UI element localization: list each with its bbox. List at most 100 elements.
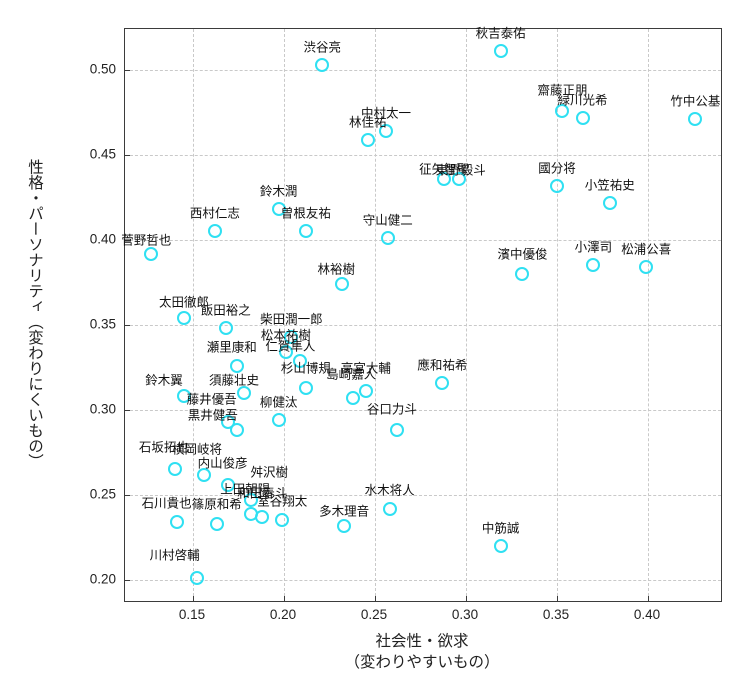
point-label: 秋吉泰佑 — [475, 26, 526, 41]
data-point — [360, 132, 375, 147]
y-gridline — [125, 69, 721, 71]
data-point — [639, 260, 654, 275]
point-label: 飯田裕之 — [200, 303, 251, 318]
data-point — [207, 224, 222, 239]
x-tick-label: 0.20 — [269, 607, 297, 622]
data-point — [380, 231, 395, 246]
point-label: 須藤壮史 — [209, 373, 260, 388]
point-label: 濱中優俊 — [497, 247, 548, 262]
data-point — [196, 467, 211, 482]
data-point — [298, 224, 313, 239]
plot-area: 渋谷亮 秋吉泰佑 齋藤正朋 緑川光希 竹中公基 中村太一 林佳祐 征矢智聖 東野毅斗 國分将 小笠祐… — [121, 27, 722, 602]
data-point — [169, 515, 184, 530]
x-axis-title: 社会性・欲求 （変わりやすいもの） — [124, 631, 720, 673]
point-label: 渋谷亮 — [303, 40, 342, 55]
data-point — [229, 423, 244, 438]
point-label: 西村仁志 — [189, 206, 240, 221]
data-point — [189, 571, 204, 586]
data-point — [244, 493, 259, 508]
x-gridline — [284, 29, 286, 601]
data-point — [237, 385, 252, 400]
y-axis-title: 性格・パーソナリティ （変わりにくいもの） — [22, 28, 46, 600]
point-label: 柴田潤一郎 — [260, 312, 323, 327]
point-label: 林佳祐 — [349, 115, 387, 130]
point-label: 高宮大輔 — [340, 361, 391, 376]
data-point — [378, 124, 393, 139]
point-label: 中筋誠 — [481, 521, 520, 536]
point-label: 齋藤正朋 — [537, 83, 588, 98]
point-label: 石坂拓也 — [138, 440, 189, 455]
data-point — [284, 329, 299, 344]
y-gridline — [125, 154, 721, 156]
point-label: 太田徹郎 — [158, 295, 209, 310]
data-point — [167, 462, 182, 477]
y-tick-label: 0.50 — [89, 61, 116, 77]
point-label: 柳健汰 — [259, 395, 298, 410]
point-label: 和田春斗 — [237, 486, 288, 501]
x-tick-mark — [193, 596, 195, 601]
y-tick-mark — [125, 579, 130, 581]
point-label: 内山俊彦 — [197, 456, 248, 471]
x-tick-mark — [284, 596, 286, 601]
data-point — [493, 44, 508, 59]
y-tick-label: 0.20 — [89, 571, 116, 587]
x-tick-mark — [375, 596, 377, 601]
data-point — [575, 110, 590, 125]
point-label: 仁賀隼人 — [265, 339, 316, 354]
data-point — [218, 321, 233, 336]
data-point — [435, 375, 450, 390]
point-label: 杉山博規 — [280, 361, 331, 376]
data-point — [315, 57, 330, 72]
y-tick-mark — [125, 154, 130, 156]
data-point — [382, 501, 397, 516]
data-point — [144, 246, 159, 261]
point-label: 藤井優吾 — [186, 392, 237, 407]
point-label: 應和祐希 — [417, 358, 468, 373]
data-point — [586, 258, 601, 273]
point-label: 瀬里康和 — [206, 340, 257, 355]
y-tick-label: 0.45 — [89, 146, 116, 162]
point-label: 國分将 — [538, 161, 576, 176]
point-label: 林裕樹 — [317, 262, 356, 277]
y-tick-label: 0.35 — [89, 316, 116, 332]
y-axis-title-line: （変わりにくいもの） — [26, 314, 43, 469]
data-point — [229, 358, 244, 373]
x-gridline — [375, 29, 377, 601]
x-tick-label: 0.40 — [633, 607, 661, 622]
data-point — [293, 353, 308, 368]
point-label: 谷口力斗 — [366, 402, 417, 417]
x-tick-label: 0.30 — [451, 607, 479, 622]
data-point — [358, 384, 373, 399]
point-label: 石川貴也 — [141, 496, 192, 511]
y-gridline — [125, 579, 721, 581]
point-label: 舛沢樹 — [250, 465, 289, 480]
data-point — [271, 413, 286, 428]
point-label: 鈴木潤 — [259, 184, 298, 199]
x-gridline — [193, 29, 195, 601]
data-point — [337, 518, 352, 533]
x-tick-label: 0.15 — [178, 607, 206, 622]
data-point — [335, 277, 350, 292]
data-point — [271, 202, 286, 217]
point-label: 小笠祐史 — [584, 178, 635, 193]
y-tick-label: 0.30 — [89, 401, 116, 417]
point-label: 松浦公喜 — [621, 242, 672, 257]
y-tick-mark — [125, 324, 130, 326]
point-label: 小澤司 — [574, 240, 613, 255]
data-point — [176, 389, 191, 404]
data-point — [515, 266, 530, 281]
point-label: 川村啓輔 — [149, 548, 200, 563]
data-point — [555, 103, 570, 118]
point-label: 黒井健吾 — [187, 408, 238, 423]
data-point — [451, 171, 466, 186]
x-tick-label: 0.35 — [542, 607, 570, 622]
point-label: 中村太一 — [360, 106, 411, 121]
x-tick-label: 0.25 — [360, 607, 388, 622]
data-point — [346, 391, 361, 406]
data-point — [298, 380, 313, 395]
data-point — [278, 345, 293, 360]
data-point — [220, 477, 235, 492]
point-label: 鈴木翼 — [145, 373, 183, 388]
x-axis-title-line: （変わりやすいもの） — [344, 654, 500, 671]
